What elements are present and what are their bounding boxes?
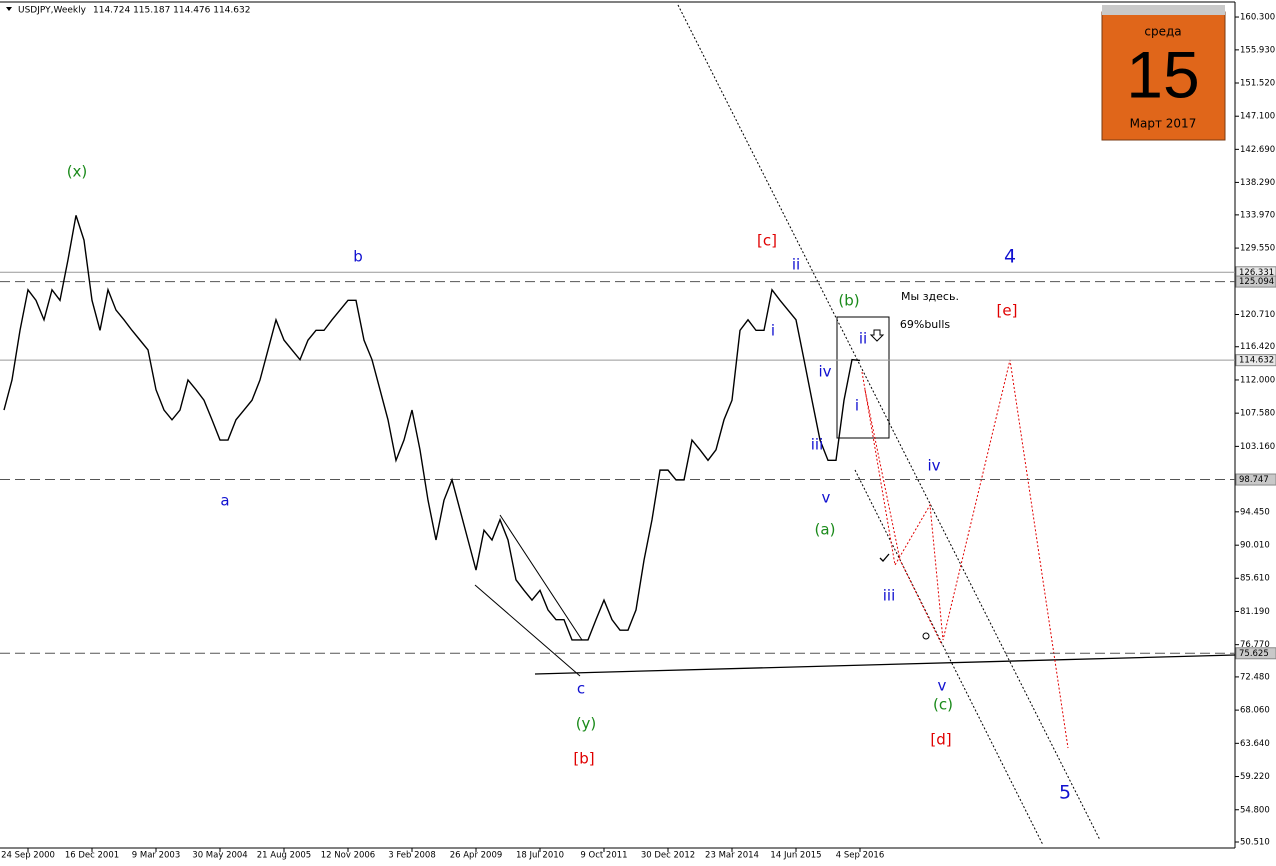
level-label: 114.632 <box>1239 356 1274 366</box>
wave-label: 5 <box>1059 782 1071 804</box>
wave-label: v <box>938 677 947 695</box>
box <box>836 316 890 439</box>
x-tick-label: 16 Dec 2001 <box>65 851 119 861</box>
x-tick-label: 9 Mar 2003 <box>132 851 180 861</box>
wave-label: 4 <box>1004 246 1016 268</box>
y-tick-label: 72.480 <box>1240 672 1270 682</box>
y-tick-label: 120.710 <box>1240 310 1275 320</box>
y-tick-label: 151.520 <box>1240 79 1275 89</box>
level-label: 75.625 <box>1239 649 1269 659</box>
wave-label: a <box>220 492 229 510</box>
y-tick-label: 112.000 <box>1240 375 1275 385</box>
projection <box>864 389 943 646</box>
y-tick-label: 68.060 <box>1240 706 1270 716</box>
quote: 114.724 115.187 114.476 114.632 <box>93 6 250 16</box>
level-label: 126.331 <box>1239 268 1274 278</box>
dropdown-icon <box>6 7 12 11</box>
wave-label: iii <box>811 436 824 454</box>
trend-line <box>854 469 1044 846</box>
y-tick-label: 54.800 <box>1240 805 1270 815</box>
check-icon <box>879 553 890 562</box>
wave-label: [e] <box>997 302 1018 320</box>
arrow-icon <box>869 329 885 342</box>
x-tick-label: 18 Jul 2010 <box>516 851 564 861</box>
y-tick-label: 85.610 <box>1240 574 1270 584</box>
wave-label: i <box>855 397 859 415</box>
x-tick-label: 30 May 2004 <box>192 851 247 861</box>
wave-label: (y) <box>576 715 597 733</box>
level-label-box <box>1235 275 1276 288</box>
level-label: 98.747 <box>1239 475 1269 485</box>
calendar: среда 15 Март 2017 <box>1101 5 1226 141</box>
wave-label: (c) <box>933 696 953 714</box>
x-tick-label: 4 Sep 2016 <box>836 851 884 861</box>
x-tick-label: 24 Sep 2000 <box>1 851 55 861</box>
price-line <box>3 215 861 641</box>
y-tick-label: 116.420 <box>1240 342 1275 352</box>
symbol-title: USDJPY,Weekly <box>18 6 87 16</box>
level-label: 125.094 <box>1239 277 1274 287</box>
level-label-box <box>1235 354 1276 367</box>
x-tick-label: 3 Feb 2008 <box>388 851 436 861</box>
wave-label: [d] <box>930 731 951 749</box>
wave-label: v <box>822 489 831 507</box>
wave-label: (x) <box>67 163 88 181</box>
projection <box>861 359 1069 749</box>
y-tick-label: 63.640 <box>1240 739 1270 749</box>
support-line <box>534 654 1236 675</box>
y-tick-label: 155.930 <box>1240 45 1275 55</box>
wave-label: i <box>771 322 775 340</box>
y-tick-label: 138.290 <box>1240 178 1275 188</box>
drawings <box>474 4 1236 846</box>
wedge-line <box>499 514 583 641</box>
wave-label: Мы здесь. <box>901 290 959 303</box>
wave-label: ii <box>792 256 800 274</box>
y-tick-label: 50.510 <box>1240 837 1270 847</box>
y-tick-label: 90.010 <box>1240 541 1270 551</box>
y-tick-label: 76.770 <box>1240 640 1270 650</box>
wave-label: (a) <box>815 521 836 539</box>
x-tick-label: 21 Aug 2005 <box>257 851 311 861</box>
wedge-line <box>474 584 581 677</box>
wave-label: ii <box>859 330 867 348</box>
calendar-weekday: среда <box>1144 25 1181 39</box>
wave-label: iv <box>927 457 940 475</box>
x-tick-label: 12 Nov 2006 <box>321 851 375 861</box>
wave-label: 69%bulls <box>900 318 951 331</box>
calendar-day: 15 <box>1126 37 1199 111</box>
x-tick-label: 14 Jun 2015 <box>770 851 821 861</box>
y-tick-label: 133.970 <box>1240 210 1275 220</box>
y-tick-label: 142.690 <box>1240 145 1275 155</box>
level-label-box <box>1235 473 1276 486</box>
wave-label: [c] <box>757 232 777 250</box>
x-tick-label: 23 Mar 2014 <box>705 851 759 861</box>
wave-label: c <box>577 680 585 698</box>
calendar-rings <box>1102 5 1225 15</box>
calendar-body <box>1101 11 1226 141</box>
y-tick-label: 103.160 <box>1240 442 1275 452</box>
y-tick-label: 147.100 <box>1240 112 1275 122</box>
y-tick-label: 59.220 <box>1240 772 1270 782</box>
wave-label: (b) <box>838 292 859 310</box>
y-tick-label: 129.550 <box>1240 244 1275 254</box>
level-label-box <box>1235 647 1276 660</box>
y-tick-label: 107.580 <box>1240 409 1275 419</box>
marker-icon <box>922 632 930 640</box>
wave-label: b <box>353 248 363 266</box>
x-tick-label: 26 Apr 2009 <box>450 851 503 861</box>
wave-label: iv <box>818 363 831 381</box>
y-tick-label: 94.450 <box>1240 507 1270 517</box>
calendar-month: Март 2017 <box>1130 117 1197 131</box>
wave-label: [b] <box>573 750 594 768</box>
wave-label: iii <box>883 587 896 605</box>
x-tick-label: 9 Oct 2011 <box>580 851 627 861</box>
x-tick-label: 30 Dec 2012 <box>641 851 695 861</box>
y-tick-label: 160.300 <box>1240 13 1275 23</box>
y-tick-label: 81.190 <box>1240 607 1270 617</box>
